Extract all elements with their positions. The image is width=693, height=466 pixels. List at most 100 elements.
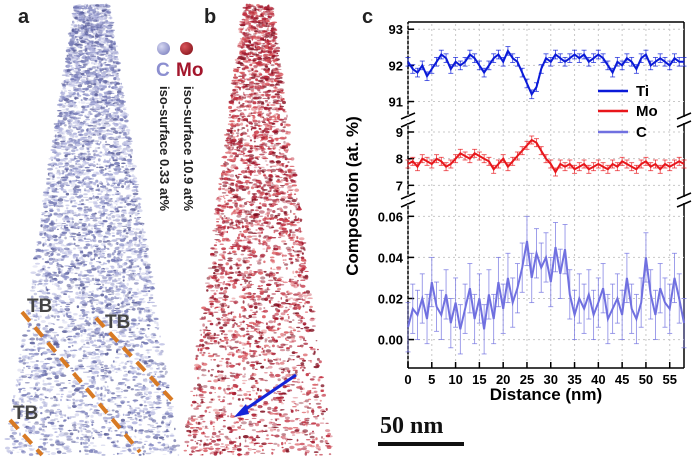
- speckle: [121, 217, 127, 220]
- speckle: [89, 217, 94, 219]
- speckle: [74, 97, 79, 100]
- speckle: [69, 432, 74, 436]
- speckle: [107, 436, 110, 439]
- speckle: [97, 265, 100, 268]
- speckle: [134, 234, 138, 238]
- speckle: [127, 145, 130, 148]
- speckle: [121, 262, 127, 267]
- speckle: [82, 434, 87, 436]
- speckle: [126, 256, 132, 259]
- speckle: [56, 334, 59, 337]
- speckle: [126, 184, 130, 187]
- speckle: [57, 204, 64, 207]
- speckle: [162, 443, 166, 447]
- speckle: [121, 200, 127, 202]
- speckle: [89, 301, 94, 304]
- speckle: [125, 128, 131, 132]
- speckle: [104, 80, 107, 84]
- speckle: [134, 384, 139, 387]
- speckle: [105, 231, 110, 234]
- speckle: [116, 452, 119, 455]
- speckle: [30, 295, 34, 299]
- speckle: [49, 261, 52, 264]
- speckle: [61, 452, 67, 454]
- speckle: [118, 197, 122, 201]
- speckle: [112, 50, 119, 54]
- speckle: [76, 78, 80, 82]
- speckle: [52, 336, 55, 340]
- speckle: [82, 357, 85, 360]
- speckle: [133, 258, 139, 261]
- speckle: [122, 235, 124, 238]
- speckle: [161, 439, 165, 441]
- speckle: [91, 421, 95, 423]
- speckle: [101, 103, 104, 107]
- speckle: [89, 99, 95, 101]
- speckle: [112, 156, 114, 160]
- speckle: [66, 131, 73, 135]
- speckle: [127, 230, 132, 234]
- speckle: [35, 383, 38, 387]
- speckle: [121, 446, 127, 449]
- speckle: [85, 312, 91, 314]
- speckle: [18, 389, 22, 392]
- speckle: [92, 71, 97, 73]
- speckle: [98, 182, 101, 185]
- speckle: [46, 178, 51, 180]
- speckle: [50, 397, 54, 400]
- speckle: [64, 157, 69, 161]
- speckle: [104, 61, 107, 63]
- speckle: [43, 215, 50, 217]
- speckle: [100, 264, 105, 266]
- speckle: [102, 124, 106, 127]
- speckle: [88, 9, 95, 11]
- speckle: [61, 223, 67, 224]
- speckle: [51, 315, 54, 318]
- speckle: [143, 342, 149, 345]
- speckle: [80, 90, 83, 93]
- speckle: [81, 74, 86, 77]
- speckle: [104, 148, 109, 152]
- speckle: [111, 232, 115, 234]
- speckle: [86, 376, 92, 378]
- speckle: [127, 245, 131, 250]
- speckle: [126, 158, 132, 162]
- speckle: [72, 277, 78, 281]
- speckle: [125, 420, 130, 423]
- speckle: [99, 7, 105, 10]
- speckle: [142, 294, 148, 297]
- speckle: [61, 96, 66, 100]
- speckle: [107, 112, 110, 115]
- speckle: [39, 393, 43, 396]
- speckle: [134, 213, 139, 216]
- speckle: [86, 341, 90, 345]
- speckle: [138, 393, 143, 396]
- speckle: [60, 90, 63, 94]
- speckle: [108, 46, 114, 48]
- speckle: [88, 283, 91, 286]
- speckle: [92, 79, 96, 82]
- speckle: [143, 443, 146, 445]
- speckle: [32, 265, 38, 268]
- speckle: [52, 175, 55, 178]
- speckle: [99, 364, 104, 366]
- speckle: [92, 164, 96, 168]
- speckle: [117, 170, 121, 173]
- speckle: [108, 293, 112, 296]
- speckle: [25, 429, 28, 433]
- speckle: [107, 407, 110, 409]
- speckle: [117, 367, 121, 370]
- speckle: [44, 365, 47, 369]
- speckle: [139, 276, 142, 279]
- speckle: [113, 142, 117, 144]
- speckle: [115, 209, 118, 211]
- speckle: [117, 340, 123, 344]
- speckle: [87, 189, 91, 193]
- speckle: [75, 27, 77, 31]
- speckle: [120, 213, 125, 216]
- speckle: [102, 252, 105, 255]
- speckle: [151, 384, 154, 388]
- speckle: [124, 171, 128, 174]
- speckle: [110, 29, 115, 31]
- speckle: [88, 343, 90, 346]
